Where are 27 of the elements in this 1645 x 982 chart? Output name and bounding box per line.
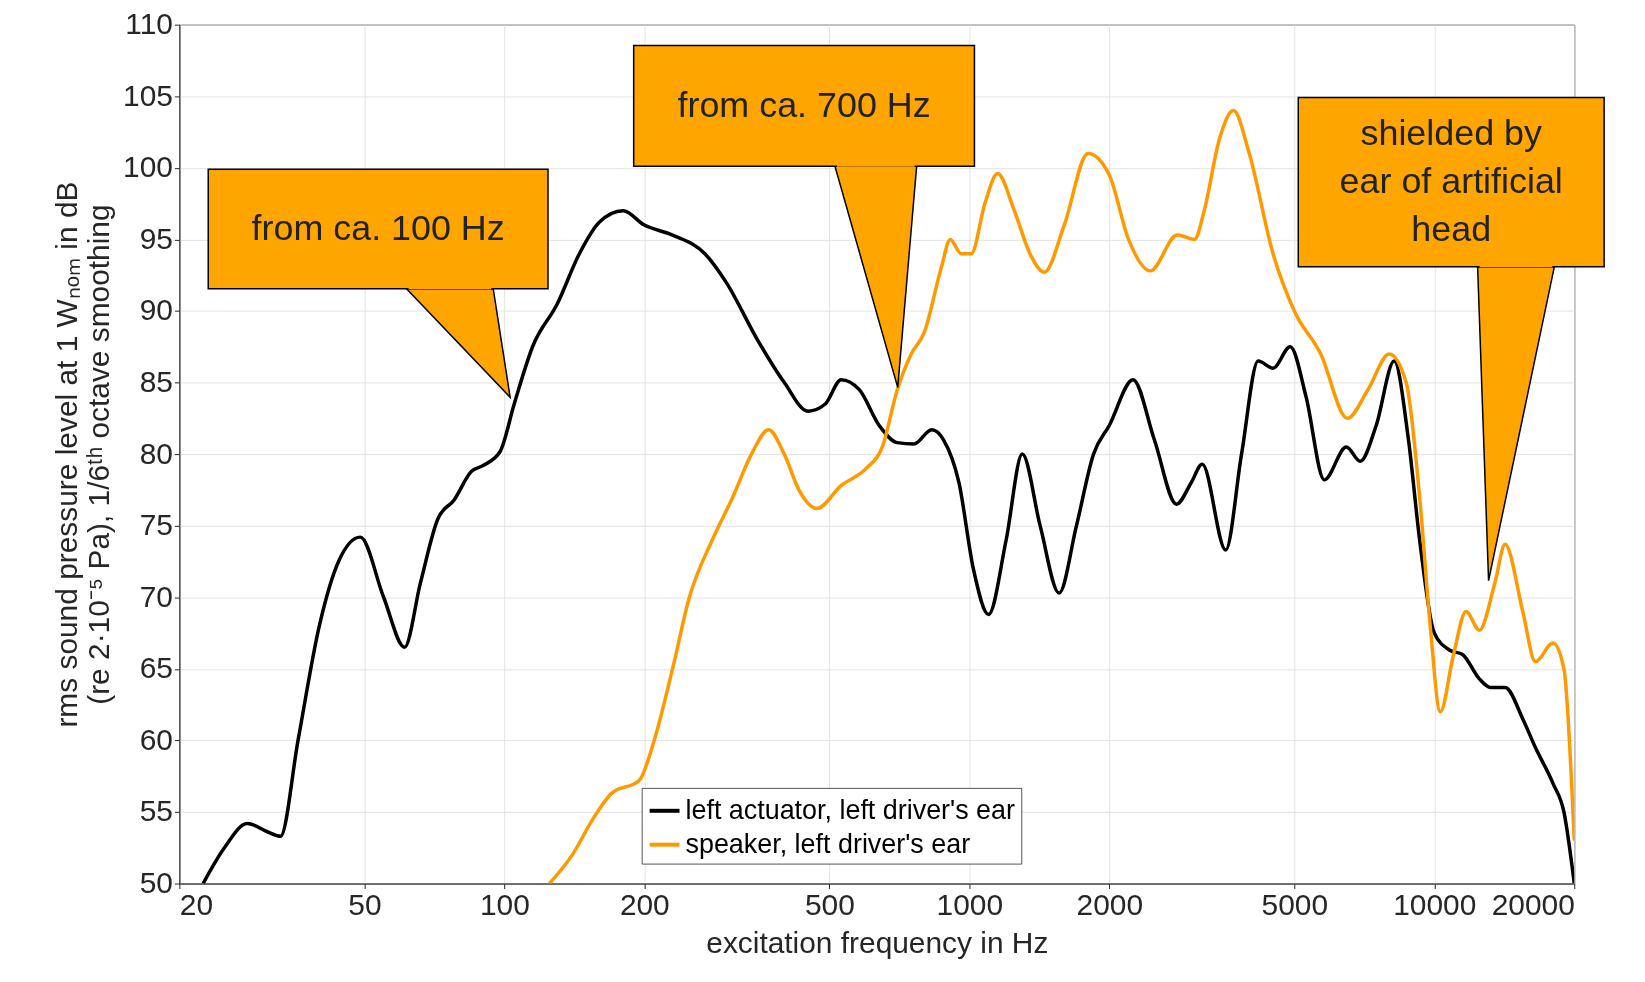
x-tick-label: 200: [619, 887, 670, 921]
x-tick-label: 1000: [936, 887, 1004, 921]
y-tick-label: 65: [139, 651, 173, 685]
x-tick-label: 2000: [1076, 887, 1144, 921]
y-tick-label: 95: [139, 221, 173, 255]
y-tick-label: 60: [139, 722, 173, 756]
y-tick-label: 100: [123, 150, 173, 184]
x-axis-title: excitation frequency in Hz: [706, 925, 1049, 959]
y-tick-label: 110: [125, 7, 173, 41]
y-tick-label: 70: [139, 579, 173, 613]
x-tick-label: 20: [179, 887, 214, 921]
x-tick-label: 20000: [1491, 887, 1575, 921]
y-tick-label: 50: [139, 866, 173, 899]
legend-label: speaker, left driver's ear: [685, 828, 971, 859]
y-tick-label: 55: [139, 794, 173, 828]
x-tick-label: 500: [804, 887, 855, 921]
y-tick-label: 85: [139, 365, 173, 398]
x-tick-label: 100: [479, 887, 530, 921]
y-tick-label: 75: [139, 508, 173, 542]
x-tick-label: 5000: [1261, 887, 1329, 921]
x-tick-label: 50: [348, 887, 382, 921]
x-tick-label: 10000: [1393, 887, 1477, 921]
y-axis-title: rms sound pressure level at 1 Wₙₒₘ in dB (re 2·10⁻⁵ Pa), 1/6ᵗʰ octave smoothing: [50, 181, 116, 728]
y-tick-label: 90: [139, 293, 173, 327]
legend-label: left actuator, left driver's ear: [685, 794, 1016, 825]
y-tick-label: 80: [139, 436, 173, 470]
y-tick-label: 105: [123, 78, 173, 112]
